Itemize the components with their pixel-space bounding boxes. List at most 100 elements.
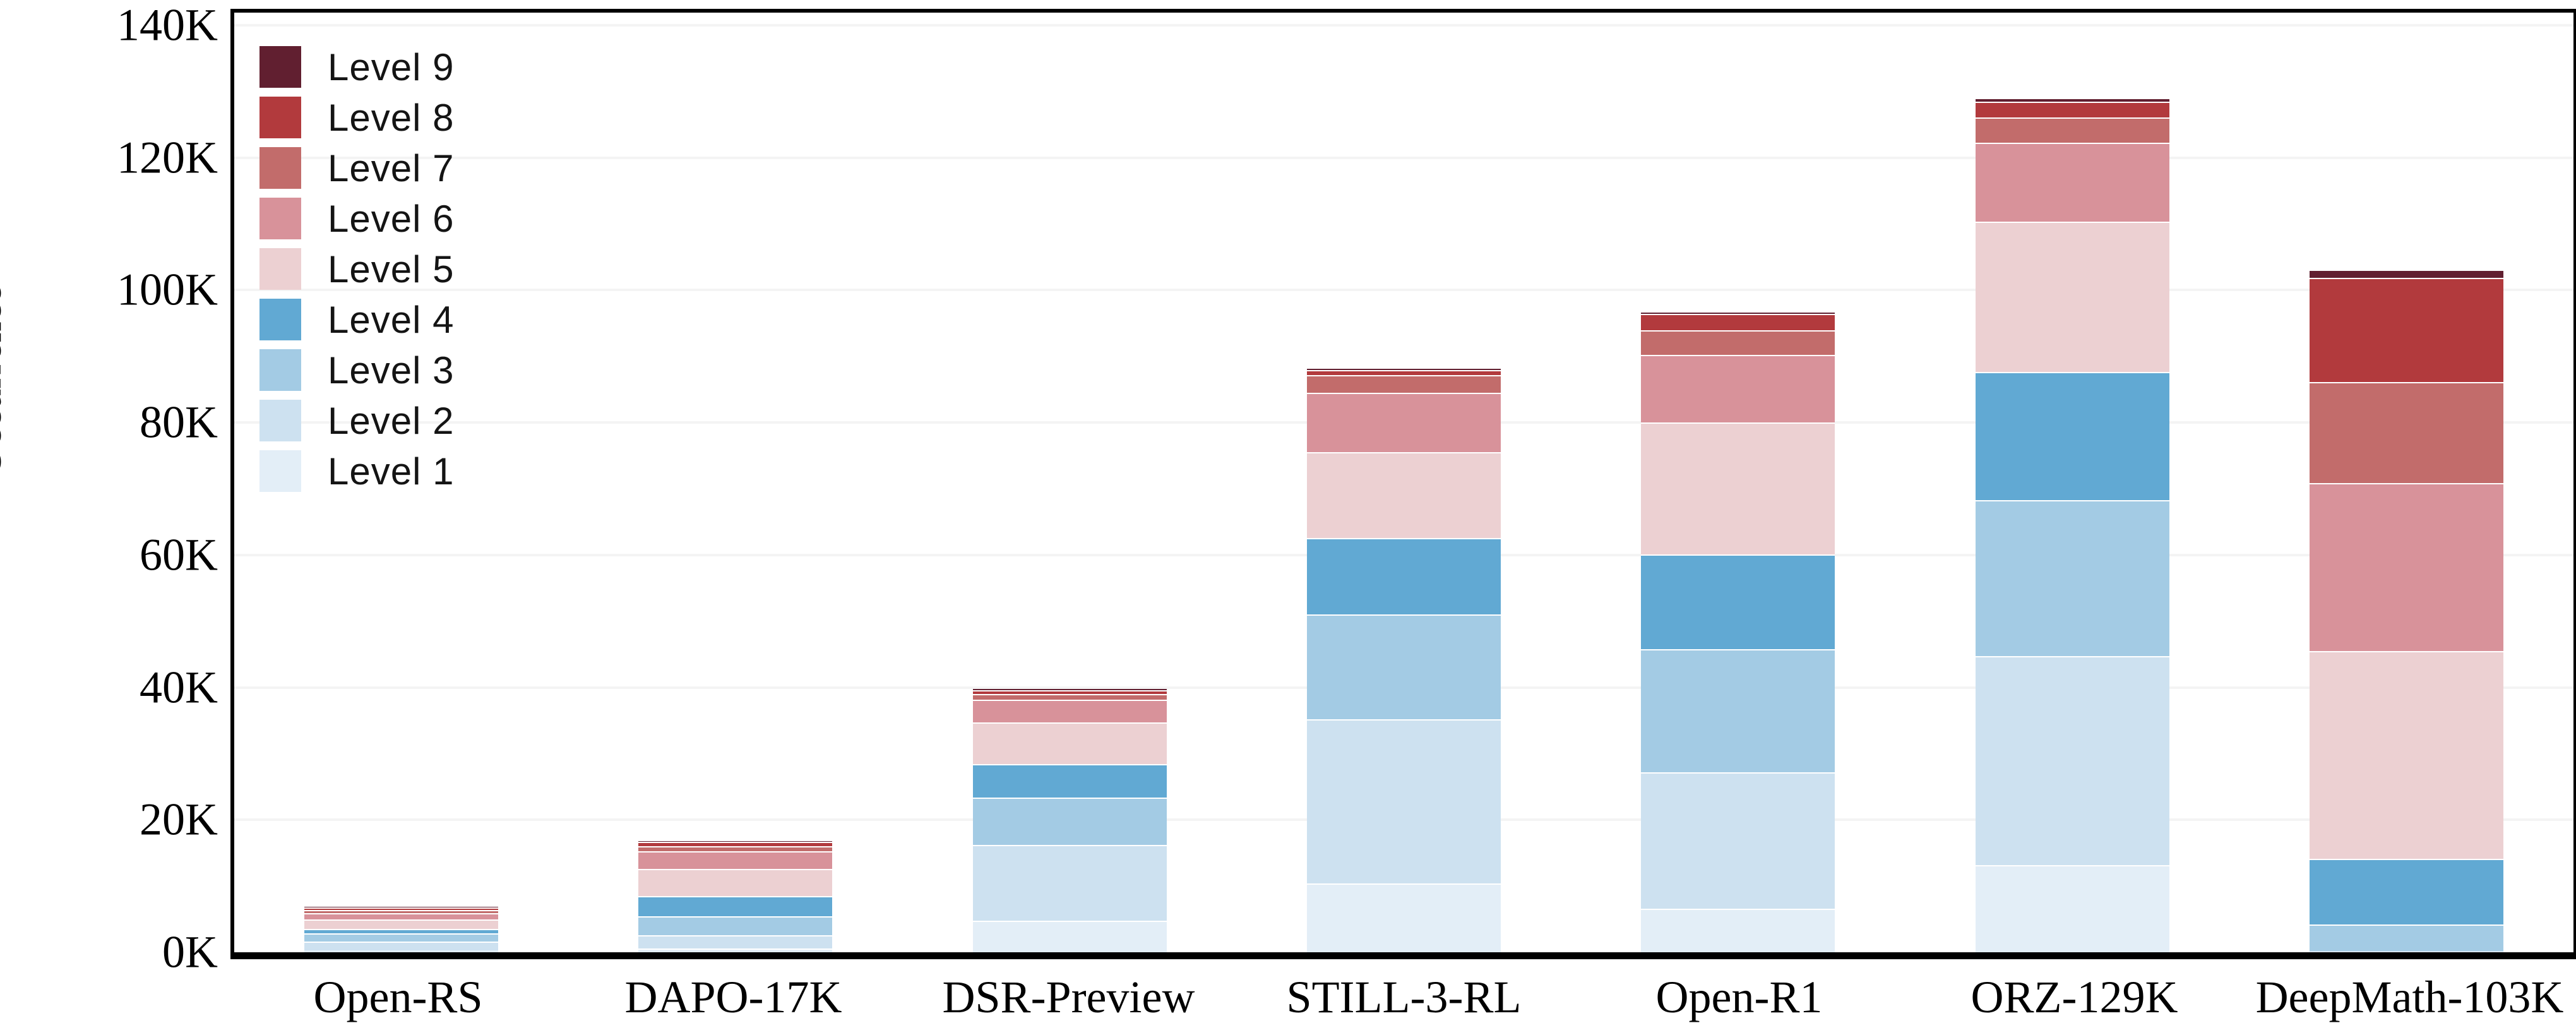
legend-label: Level 3 — [328, 349, 455, 392]
bar-segment-level-8 — [304, 907, 499, 911]
legend-label: Level 1 — [328, 450, 455, 493]
bar-segment-level-7 — [638, 846, 833, 851]
legend-item-level-2: Level 2 — [259, 395, 454, 446]
bar-segment-level-3 — [972, 797, 1167, 846]
bar-segment-level-6 — [304, 912, 499, 920]
bar-slot-dapo-17k — [568, 13, 902, 952]
x-tick-label: DSR-Preview — [942, 972, 1195, 1022]
x-tick-label: Open-RS — [313, 972, 483, 1022]
bar-segment-level-8 — [1641, 314, 1835, 331]
y-tick-label: 20K — [140, 794, 218, 845]
bar-segment-level-9 — [1975, 99, 2169, 102]
legend-swatch-icon — [259, 248, 301, 290]
bar-segment-level-2 — [2309, 950, 2503, 952]
legend-item-level-8: Level 8 — [259, 92, 454, 143]
bar-segment-level-7 — [2309, 382, 2503, 483]
bar-segment-level-6 — [1975, 142, 2169, 222]
bar-slot-deepmath-103k — [2239, 13, 2573, 952]
legend-swatch-icon — [259, 400, 301, 441]
bar-segment-level-5 — [972, 722, 1167, 765]
gridline — [234, 156, 2573, 159]
bar-segment-level-3 — [1641, 649, 1835, 772]
bar-segment-level-2 — [638, 935, 833, 948]
bar-segment-level-9 — [638, 841, 833, 842]
stacked-bar-deepmath-103k — [2309, 269, 2503, 952]
bar-segment-level-8 — [972, 690, 1167, 695]
bar-segment-level-6 — [972, 699, 1167, 723]
legend: Level 9 Level 8 Level 7 Level 6 Level 5 Level… — [259, 42, 454, 496]
y-tick-label: 140K — [117, 0, 218, 51]
bar-segment-level-2 — [1307, 719, 1501, 883]
legend-swatch-icon — [259, 299, 301, 340]
bar-segment-level-6 — [1641, 355, 1835, 423]
x-tick-label: DeepMath-103K — [2255, 972, 2564, 1022]
y-axis-title: Occurrence — [0, 284, 10, 477]
y-tick-label: 100K — [117, 264, 218, 315]
bar-segment-level-5 — [1307, 452, 1501, 538]
legend-item-level-6: Level 6 — [259, 193, 454, 244]
stacked-bar-open-rs — [304, 906, 499, 952]
legend-swatch-icon — [259, 97, 301, 138]
bar-segment-level-8 — [2309, 277, 2503, 383]
bar-slot-dsr-preview — [903, 13, 1237, 952]
bar-slot-open-rs — [234, 13, 568, 952]
legend-item-level-1: Level 1 — [259, 446, 454, 496]
bar-segment-level-3 — [304, 933, 499, 942]
legend-item-level-5: Level 5 — [259, 244, 454, 294]
y-tick-label: 80K — [140, 397, 218, 448]
y-tick-label: 60K — [140, 529, 218, 580]
bar-segment-level-6 — [1307, 392, 1501, 453]
y-tick-label: 0K — [162, 926, 218, 978]
bar-segment-level-8 — [638, 842, 833, 847]
bars-container — [234, 13, 2573, 952]
stacked-bar-dsr-preview — [972, 688, 1167, 952]
legend-label: Level 8 — [328, 96, 455, 139]
legend-swatch-icon — [259, 46, 301, 88]
bar-segment-level-6 — [638, 851, 833, 869]
bar-segment-level-2 — [1641, 772, 1835, 909]
legend-item-level-9: Level 9 — [259, 42, 454, 92]
bar-segment-level-4 — [1307, 537, 1501, 615]
bar-segment-level-5 — [2309, 650, 2503, 859]
bar-segment-level-6 — [2309, 482, 2503, 651]
legend-swatch-icon — [259, 349, 301, 391]
bar-segment-level-2 — [1975, 656, 2169, 865]
legend-label: Level 7 — [328, 147, 455, 189]
bar-segment-level-7 — [1641, 330, 1835, 356]
y-tick-label: 120K — [117, 132, 218, 183]
bar-segment-level-7 — [1975, 117, 2169, 143]
bar-segment-level-7 — [304, 910, 499, 913]
bar-segment-level-4 — [304, 929, 499, 934]
legend-swatch-icon — [259, 198, 301, 239]
bar-segment-level-9 — [1307, 369, 1501, 371]
y-tick-label: 40K — [140, 662, 218, 713]
bar-slot-still-3-rl — [1237, 13, 1571, 952]
bar-segment-level-3 — [1307, 614, 1501, 719]
bar-segment-level-1 — [972, 920, 1167, 952]
bar-segment-level-1 — [1641, 908, 1835, 952]
bar-segment-level-3 — [638, 916, 833, 935]
stacked-bar-dapo-17k — [638, 841, 833, 952]
bar-segment-level-4 — [1641, 554, 1835, 649]
bar-segment-level-5 — [1641, 422, 1835, 554]
bar-segment-level-4 — [2309, 859, 2503, 924]
legend-label: Level 2 — [328, 399, 455, 442]
x-tick-labels: Open-RS DAPO-17K DSR-Preview STILL-3-RL Open… — [230, 971, 2576, 1024]
legend-label: Level 5 — [328, 248, 455, 290]
legend-swatch-icon — [259, 147, 301, 189]
bar-segment-level-5 — [304, 919, 499, 930]
stacked-bar-orz-129k — [1975, 99, 2169, 952]
stacked-bar-still-3-rl — [1307, 369, 1501, 952]
bar-segment-level-4 — [972, 764, 1167, 798]
bar-segment-level-2 — [972, 845, 1167, 921]
bar-segment-level-4 — [1975, 372, 2169, 500]
bar-segment-level-8 — [1307, 370, 1501, 375]
x-tick-label: DAPO-17K — [624, 972, 842, 1022]
bar-segment-level-9 — [1641, 311, 1835, 314]
bar-segment-level-7 — [1307, 374, 1501, 393]
x-tick-label: STILL-3-RL — [1286, 972, 1522, 1022]
plot-area: Level 9 Level 8 Level 7 Level 6 Level 5 Level… — [230, 9, 2576, 959]
bar-segment-level-2 — [304, 942, 499, 950]
gridline — [234, 289, 2573, 292]
